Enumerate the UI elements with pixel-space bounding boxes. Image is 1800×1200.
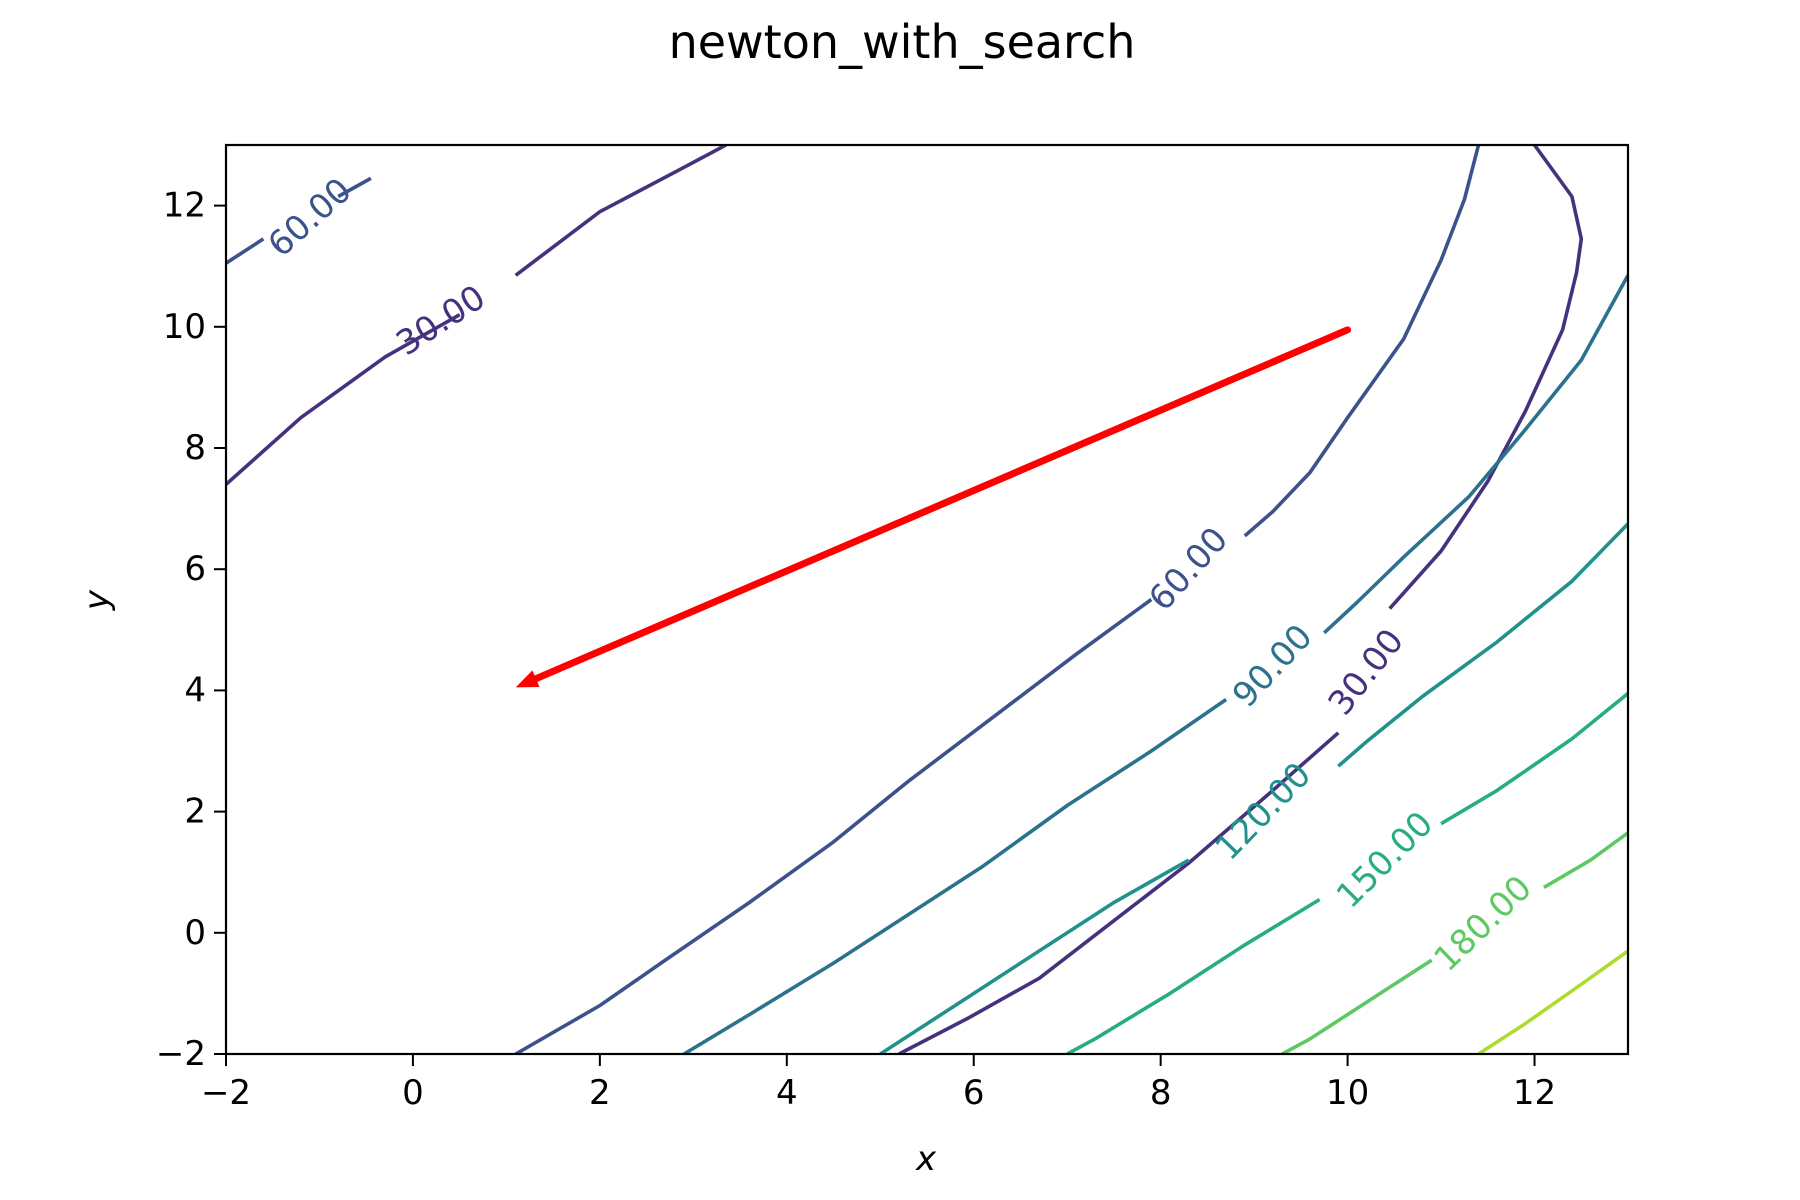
chart-title: newton_with_search [669, 15, 1136, 69]
y-tick-label-6: 8 [184, 428, 206, 468]
contour-line-60-4 [514, 598, 1153, 1054]
contour-label-30-1: 30.00 [389, 277, 492, 364]
x-tick-label-8: 12 [1513, 1073, 1556, 1113]
y-tick-label-4: 4 [184, 670, 206, 710]
contour-label-60-1: 60.00 [261, 170, 360, 265]
arrow-shaft [532, 326, 1352, 683]
y-tick-label-2: 0 [184, 913, 206, 953]
contour-line-210-1 [1477, 949, 1628, 1054]
contour-line-120-2 [879, 858, 1190, 1054]
contour-line-150-2 [1066, 897, 1321, 1054]
contour-line-120-1 [1337, 522, 1628, 768]
contour-label-150-1: 150.00 [1329, 804, 1441, 916]
y-tick-label-3: 2 [184, 792, 206, 832]
x-tick-label-4: 4 [776, 1073, 798, 1113]
plot-frame [224, 143, 1630, 1056]
contour-line-90-1 [1322, 274, 1628, 635]
y-tick-label-1: −2 [156, 1034, 206, 1074]
contour-label-120-1: 120.00 [1208, 755, 1319, 868]
contour-line-60-3 [1243, 145, 1481, 538]
contour-line-30-4 [898, 731, 1340, 1054]
contour-label-30-2: 30.00 [1321, 622, 1412, 723]
contour-line-60-2 [337, 176, 372, 199]
x-tick-label-6: 8 [1150, 1073, 1172, 1113]
x-tick-label-3: 2 [589, 1073, 611, 1113]
y-tick-label-5: 6 [184, 549, 206, 589]
y-axis: −2 0 2 4 6 8 10 12 [156, 186, 226, 1074]
contour-line-30-2 [514, 145, 727, 277]
x-tick-label-1: −2 [201, 1073, 251, 1113]
x-axis-label: x [915, 1139, 937, 1179]
contour-label-60-2: 60.00 [1141, 520, 1236, 619]
x-tick-label-2: 0 [402, 1073, 424, 1113]
contour-line-60-1 [226, 237, 265, 265]
contour-line-30-3 [1388, 145, 1584, 610]
contour-line-90-2 [683, 698, 1228, 1054]
contour-label-90-1: 90.00 [1225, 617, 1321, 715]
contour-line-180-1 [1542, 831, 1628, 889]
contour-line-30-1 [226, 313, 461, 486]
y-tick-label-8: 12 [163, 186, 206, 226]
contour-line-180-2 [1281, 958, 1433, 1054]
x-tick-label-7: 10 [1326, 1073, 1369, 1113]
contour-line-150-1 [1440, 692, 1628, 826]
contour-label-180-1: 180.00 [1426, 868, 1539, 979]
x-tick-label-5: 6 [963, 1073, 985, 1113]
x-axis: −2 0 2 4 6 8 10 12 [201, 1054, 1556, 1113]
y-axis-label: y [77, 589, 117, 611]
arrow-head [515, 670, 540, 688]
y-tick-label-7: 10 [163, 307, 206, 347]
